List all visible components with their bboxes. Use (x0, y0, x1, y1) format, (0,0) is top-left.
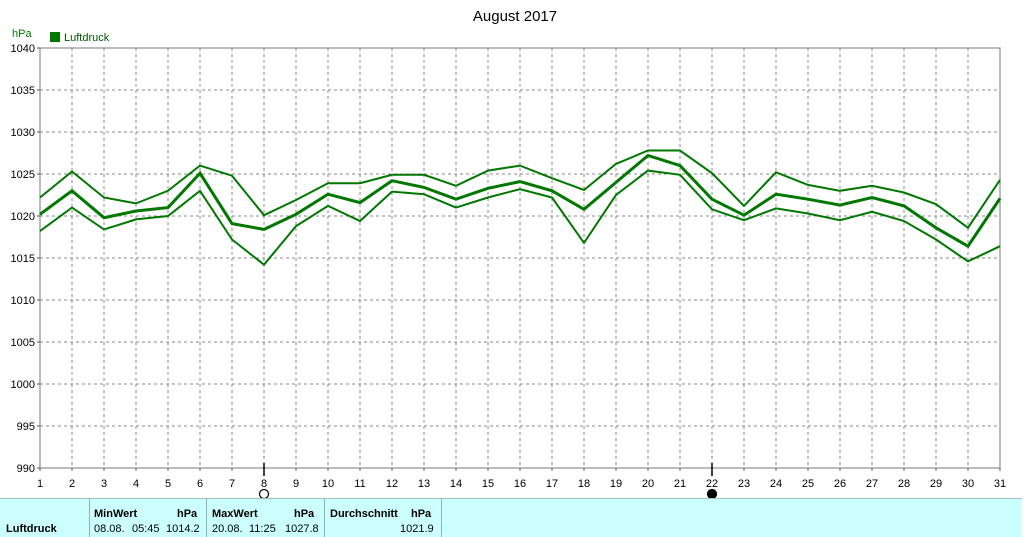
x-tick-label: 5 (165, 478, 171, 490)
y-tick-label: 1010 (11, 295, 35, 307)
chart: August 2017 hPa Luftdruck 990 995 1000 1005… (11, 8, 1006, 500)
x-tick-label: 9 (293, 478, 299, 490)
max-value: 1027.8 (285, 523, 319, 535)
x-tick-label: 24 (770, 478, 782, 490)
min-date: 08.08. (94, 523, 125, 535)
min-unit: hPa (177, 508, 198, 520)
max-header: MaxWert (212, 508, 258, 520)
y-tick-label: 1025 (11, 169, 35, 181)
x-tick-label: 14 (450, 478, 462, 490)
stats-panel: Luftdruck MinWert hPa 08.08. 05:45 1014.… (0, 498, 1022, 537)
y-tick-label: 1020 (11, 211, 35, 223)
y-tick-label: 1040 (11, 43, 35, 55)
x-tick-label: 25 (802, 478, 814, 490)
x-tick-label: 3 (101, 478, 107, 490)
avg-value: 1021.9 (400, 523, 434, 535)
y-tick-label: 1035 (11, 85, 35, 97)
legend-label: Luftdruck (64, 32, 110, 44)
x-tick-label: 8 (261, 478, 267, 490)
max-time: 11:25 (249, 523, 276, 535)
stats-max-cell: MaxWert hPa 20.08. 11:25 1027.8 (207, 499, 325, 537)
x-tick-label: 10 (322, 478, 334, 490)
stats-label-cell: Luftdruck (0, 499, 90, 537)
x-tick-label: 12 (386, 478, 398, 490)
min-value: 1014.2 (166, 523, 200, 535)
y-tick-label: 1030 (11, 127, 35, 139)
x-tick-label: 16 (514, 478, 526, 490)
stats-min-cell: MinWert hPa 08.08. 05:45 1014.2 (90, 499, 207, 537)
y-tick-label: 1005 (11, 337, 35, 349)
x-tick-label: 30 (962, 478, 974, 490)
x-tick-label: 22 (706, 478, 718, 490)
x-tick-label: 27 (866, 478, 878, 490)
x-tick-label: 2 (69, 478, 75, 490)
x-tick-label: 7 (229, 478, 235, 490)
series-line-min (39, 169, 1001, 267)
x-tick-label: 1 (37, 478, 43, 490)
x-tick-label: 18 (578, 478, 590, 490)
x-tick-label: 11 (354, 478, 365, 490)
x-tick-label: 28 (898, 478, 910, 490)
x-tick-label: 31 (994, 478, 1006, 490)
y-axis-unit: hPa (12, 28, 32, 40)
series-line-mean (39, 153, 1002, 249)
chart-title: August 2017 (473, 8, 557, 25)
x-tick-label: 4 (133, 478, 139, 490)
y-tick-label: 990 (17, 463, 35, 475)
stats-row-label: Luftdruck (6, 523, 57, 535)
avg-header: Durchschnitt (330, 508, 398, 520)
legend-swatch (50, 32, 60, 42)
min-header: MinWert (94, 508, 138, 520)
x-tick-label: 23 (738, 478, 750, 490)
max-date: 20.08. (212, 523, 243, 535)
series-line-max (39, 149, 1001, 230)
x-tick-label: 20 (642, 478, 654, 490)
max-unit: hPa (294, 508, 315, 520)
avg-unit: hPa (411, 508, 432, 520)
x-tick-label: 29 (930, 478, 942, 490)
x-tick-label: 17 (546, 478, 558, 490)
x-tick-label: 19 (610, 478, 622, 490)
stats-avg-cell: Durchschnitt hPa 1021.9 (325, 499, 442, 537)
x-tick-label: 6 (197, 478, 203, 490)
y-tick-label: 1015 (11, 253, 35, 265)
min-time: 05:45 (132, 523, 160, 535)
x-tick-label: 15 (482, 478, 494, 490)
y-tick-label: 1000 (11, 379, 35, 391)
x-tick-label: 26 (834, 478, 846, 490)
x-tick-label: 13 (418, 478, 430, 490)
y-tick-label: 995 (17, 421, 35, 433)
x-tick-label: 21 (674, 478, 686, 490)
